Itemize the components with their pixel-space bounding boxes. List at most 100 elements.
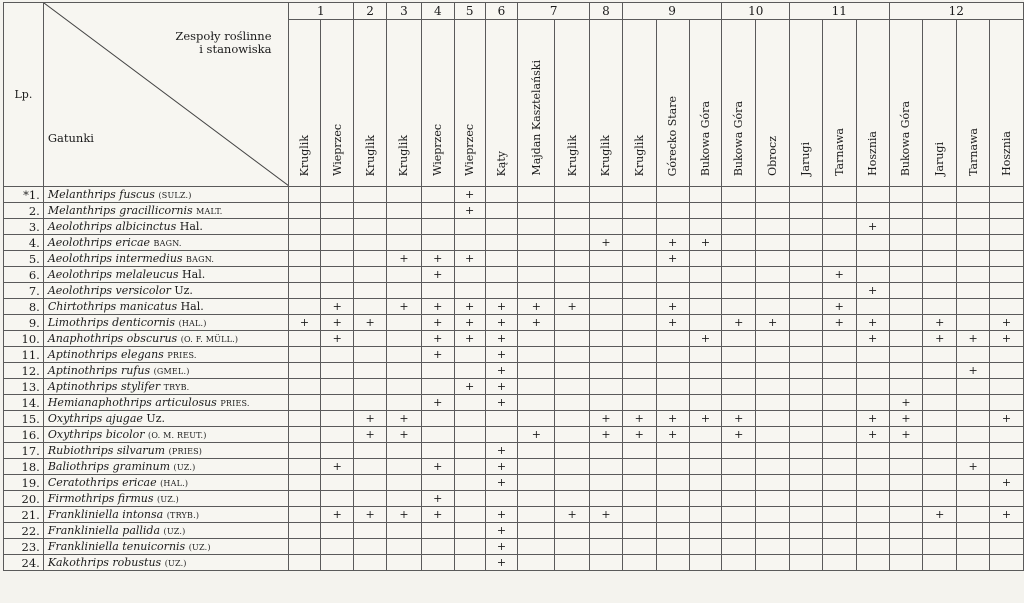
- row-number: 21.: [3, 506, 44, 523]
- site-header: Kruglik: [287, 19, 322, 187]
- presence-mark: +: [554, 506, 591, 523]
- empty-cell: [721, 490, 757, 507]
- site-header: Tarnawa: [956, 19, 991, 187]
- empty-cell: [989, 202, 1024, 219]
- empty-cell: [353, 442, 388, 459]
- empty-cell: [989, 490, 1024, 507]
- empty-cell: [621, 186, 657, 203]
- site-name: Bukowa Góra: [698, 100, 712, 176]
- empty-cell: [888, 234, 924, 251]
- empty-cell: [922, 218, 958, 235]
- table-row: 15. Oxythrips ajugae Uz. + + + + + + + + + +: [3, 410, 1024, 427]
- empty-cell: [353, 394, 388, 411]
- empty-cell: [821, 506, 857, 523]
- species-cell: Aptinothrips rufus (Gmel.): [42, 362, 289, 379]
- empty-cell: [554, 282, 591, 299]
- empty-cell: [484, 426, 519, 443]
- table-row: 10. Anaphothrips obscurus (O. F. Müll.) + +…: [3, 330, 1024, 347]
- presence-mark: +: [420, 506, 455, 523]
- empty-cell: [621, 394, 657, 411]
- species-cell: Aeolothrips albicinctus Hal.: [42, 218, 289, 235]
- site-name: Górecko Stare: [666, 95, 680, 176]
- empty-cell: [517, 458, 556, 475]
- empty-cell: [353, 330, 388, 347]
- empty-cell: [554, 186, 591, 203]
- presence-mark: +: [821, 266, 857, 283]
- site-header: Kruglik: [554, 19, 591, 187]
- empty-cell: [989, 186, 1024, 203]
- species-author: (Sulz.): [158, 191, 192, 200]
- empty-cell: [922, 394, 958, 411]
- presence-mark: +: [989, 410, 1024, 427]
- empty-cell: [386, 522, 422, 539]
- site-header: Wieprzec: [320, 19, 355, 187]
- empty-cell: [655, 202, 690, 219]
- species-cell: Melanthrips gracillicornis Malt.: [42, 202, 289, 219]
- empty-cell: [655, 362, 690, 379]
- empty-cell: [554, 234, 591, 251]
- species-cell: Hemianaphothrips articulosus Pries.: [42, 394, 289, 411]
- empty-cell: [554, 218, 591, 235]
- presence-mark: +: [484, 506, 519, 523]
- empty-cell: [353, 474, 388, 491]
- empty-cell: [621, 474, 657, 491]
- empty-cell: [721, 394, 757, 411]
- empty-cell: [922, 266, 958, 283]
- presence-mark: +: [320, 330, 355, 347]
- row-number: 22.: [3, 522, 44, 539]
- empty-cell: [554, 266, 591, 283]
- empty-cell: [989, 234, 1024, 251]
- empty-cell: [721, 266, 757, 283]
- site-header: Obrocz: [755, 19, 791, 187]
- species-author: (Hal.): [178, 319, 207, 328]
- presence-mark: +: [855, 282, 890, 299]
- site-header: Kruglik: [386, 19, 422, 187]
- empty-cell: [589, 346, 623, 363]
- empty-cell: [721, 458, 757, 475]
- site-name: Majdan Kasztelański: [529, 60, 543, 176]
- site-header: Wieprzec: [420, 19, 455, 187]
- empty-cell: [554, 458, 591, 475]
- species-author: Pries.: [167, 351, 197, 360]
- empty-cell: [956, 234, 991, 251]
- empty-cell: [789, 314, 823, 331]
- empty-cell: [855, 442, 890, 459]
- species-cell: Oxythrips ajugae Uz.: [42, 410, 289, 427]
- species-name: Ceratothrips ericae: [47, 476, 157, 489]
- empty-cell: [688, 346, 723, 363]
- empty-cell: [922, 554, 958, 571]
- empty-cell: [589, 442, 623, 459]
- empty-cell: [922, 250, 958, 267]
- empty-cell: [589, 538, 623, 555]
- empty-cell: [420, 362, 455, 379]
- empty-cell: [821, 378, 857, 395]
- row-number: 13.: [3, 378, 44, 395]
- presence-mark: +: [589, 234, 623, 251]
- empty-cell: [956, 554, 991, 571]
- row-number: 17.: [3, 442, 44, 459]
- site-name: Kruglik: [397, 134, 411, 176]
- empty-cell: [989, 522, 1024, 539]
- empty-cell: [517, 410, 556, 427]
- empty-cell: [420, 202, 455, 219]
- empty-cell: [386, 378, 422, 395]
- empty-cell: [287, 330, 322, 347]
- species-author: Hal.: [182, 268, 206, 281]
- empty-cell: [420, 234, 455, 251]
- empty-cell: [484, 250, 519, 267]
- empty-cell: [589, 362, 623, 379]
- presence-mark: +: [484, 458, 519, 475]
- empty-cell: [517, 330, 556, 347]
- group-number: 12: [888, 2, 1024, 20]
- site-header: Hosznia: [989, 19, 1024, 187]
- empty-cell: [453, 266, 486, 283]
- empty-cell: [655, 506, 690, 523]
- empty-cell: [956, 346, 991, 363]
- presence-mark: +: [353, 410, 388, 427]
- empty-cell: [989, 426, 1024, 443]
- empty-cell: [821, 554, 857, 571]
- species-name: Aeolothrips ericae: [47, 236, 151, 249]
- empty-cell: [621, 362, 657, 379]
- presence-mark: +: [517, 426, 556, 443]
- empty-cell: [621, 234, 657, 251]
